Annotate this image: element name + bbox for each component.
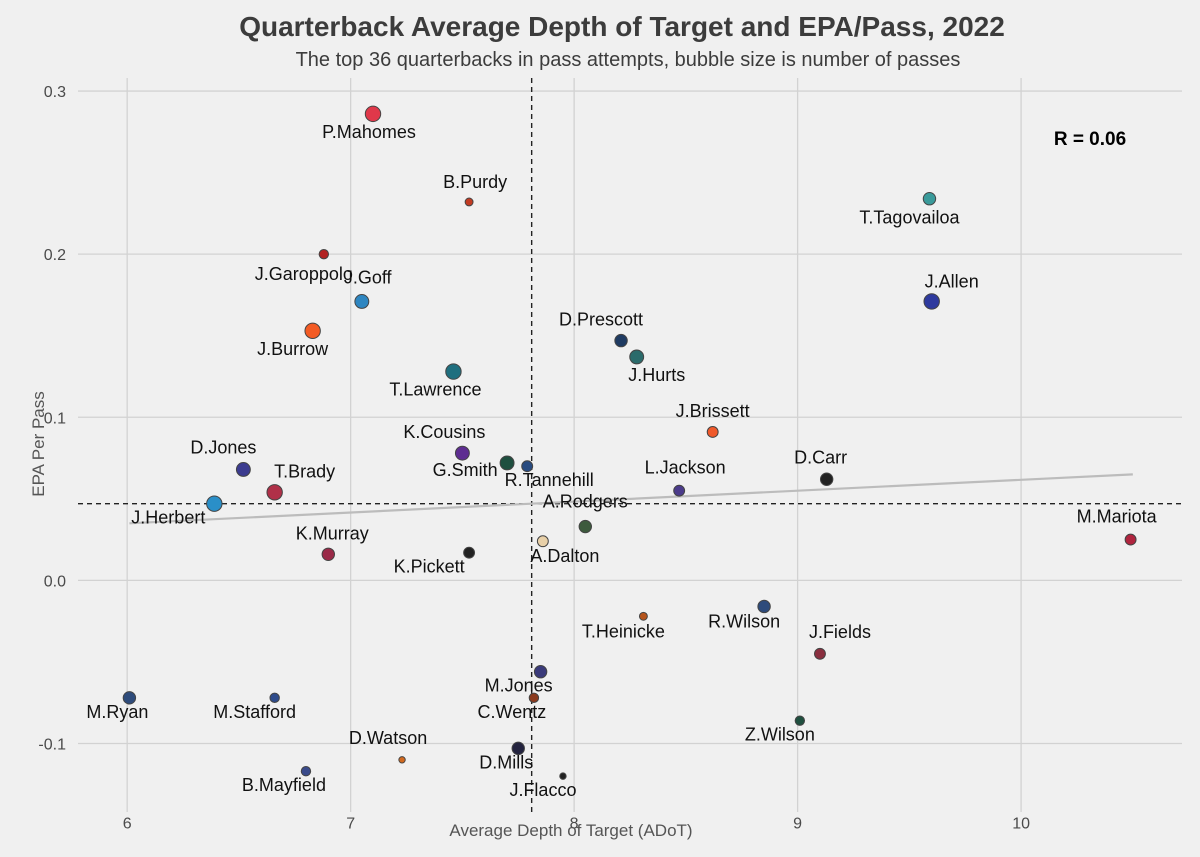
data-point — [499, 455, 515, 471]
point-label: K.Cousins — [403, 422, 485, 442]
point-label: M.Ryan — [86, 702, 148, 722]
data-point — [1124, 533, 1137, 546]
data-point — [321, 547, 335, 561]
y-axis-label: EPA Per Pass — [29, 391, 48, 497]
data-point — [354, 294, 370, 309]
x-axis-label: Average Depth of Target (ADoT) — [449, 821, 692, 840]
tick-label-layer: 6 7 8 9 10 -0.1 0.0 0.1 0.2 0.3 — [38, 84, 1030, 832]
point-label-layer: P.MahomesB.PurdyT.TagovailoaJ.GaroppoloJ… — [86, 122, 1157, 800]
trend-line — [129, 473, 1133, 525]
point-label: D.Jones — [190, 437, 256, 457]
y-tick-label: -0.1 — [38, 736, 66, 753]
y-tick-label: 0.3 — [44, 84, 66, 101]
reference-line-layer — [78, 78, 1182, 812]
x-tick-label: 6 — [123, 815, 132, 832]
point-label: A.Dalton — [530, 546, 599, 566]
data-point — [706, 426, 719, 438]
point-label: J.Allen — [925, 271, 979, 291]
point-label: D.Prescott — [559, 310, 643, 330]
y-tick-label: 0.2 — [44, 247, 66, 264]
point-label: G.Smith — [433, 460, 498, 480]
correlation-annotation: R = 0.06 — [1054, 129, 1126, 150]
data-point — [559, 772, 567, 780]
point-label: J.Garoppolo — [255, 264, 353, 284]
data-point — [364, 105, 382, 123]
point-label: T.Brady — [274, 461, 335, 481]
data-point — [673, 484, 686, 497]
data-point — [445, 363, 462, 380]
data-point — [536, 535, 549, 548]
data-point — [511, 741, 525, 756]
data-point — [819, 472, 834, 486]
data-point — [235, 462, 251, 477]
point-label: J.Herbert — [131, 508, 205, 528]
data-point — [923, 293, 940, 310]
chart-title: Quarterback Average Depth of Target and … — [239, 11, 1005, 42]
point-label: T.Tagovailoa — [859, 208, 960, 228]
point-label: J.Hurts — [628, 365, 685, 385]
data-point — [300, 766, 312, 777]
point-label: M.Jones — [485, 676, 553, 696]
x-tick-label: 7 — [346, 815, 355, 832]
point-label: B.Mayfield — [242, 775, 326, 795]
x-tick-label: 8 — [570, 815, 579, 832]
point-layer — [122, 105, 1137, 780]
data-point — [122, 691, 137, 705]
data-point — [578, 519, 593, 534]
data-point — [629, 349, 645, 365]
data-point — [757, 599, 771, 614]
data-point — [398, 756, 406, 764]
data-point — [922, 192, 937, 206]
point-label: P.Mahomes — [322, 122, 416, 142]
point-label: R.Wilson — [708, 611, 780, 631]
data-point — [463, 546, 476, 559]
data-point — [533, 665, 548, 679]
point-label: K.Murray — [296, 523, 369, 543]
point-label: J.Fields — [809, 622, 871, 642]
point-label: D.Carr — [794, 447, 847, 467]
data-point — [454, 445, 470, 461]
point-label: J.Flacco — [509, 780, 576, 800]
data-point — [614, 333, 628, 348]
point-label: L.Jackson — [645, 458, 726, 478]
data-point — [304, 322, 321, 340]
point-label: R.Tannehill — [505, 470, 594, 490]
data-point — [794, 715, 806, 726]
point-label: Z.Wilson — [745, 725, 815, 745]
data-point — [814, 647, 826, 660]
data-point — [269, 692, 280, 704]
point-label: A.Rodgers — [543, 492, 628, 512]
point-label: J.Goff — [344, 267, 393, 287]
data-point — [206, 495, 223, 512]
x-tick-label: 10 — [1012, 815, 1030, 832]
point-label: J.Burrow — [257, 339, 329, 359]
point-label: D.Watson — [349, 728, 427, 748]
data-point — [638, 611, 648, 621]
point-label: M.Mariota — [1077, 507, 1158, 527]
chart-subtitle: The top 36 quarterbacks in pass attempts… — [296, 49, 961, 71]
point-label: D.Mills — [479, 752, 533, 772]
data-point — [318, 248, 330, 260]
y-tick-label: 0.1 — [44, 410, 66, 427]
x-tick-label: 9 — [793, 815, 802, 832]
point-label: T.Heinicke — [582, 621, 665, 641]
point-label: C.Wentz — [478, 702, 547, 722]
point-label: M.Stafford — [213, 702, 296, 722]
point-label: J.Brissett — [676, 401, 750, 421]
y-tick-label: 0.0 — [44, 573, 66, 590]
point-label: K.Pickett — [394, 557, 465, 577]
grid-layer — [78, 78, 1182, 812]
point-label: B.Purdy — [443, 172, 507, 192]
data-point — [464, 197, 474, 207]
data-point — [521, 460, 534, 473]
data-point — [266, 484, 283, 501]
data-point — [528, 692, 540, 704]
point-label: T.Lawrence — [389, 380, 481, 400]
